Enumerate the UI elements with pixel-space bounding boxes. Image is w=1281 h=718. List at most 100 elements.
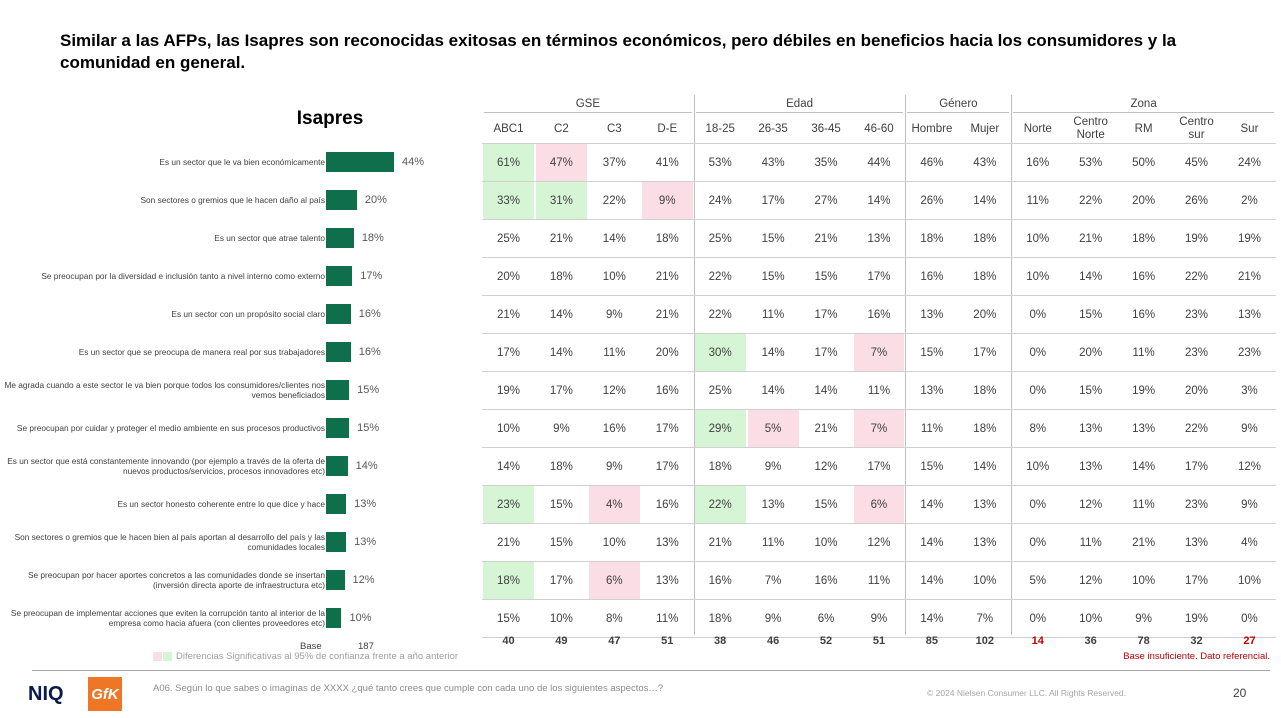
bar <box>326 418 350 438</box>
base-value: 52 <box>819 635 833 647</box>
bar <box>326 608 342 628</box>
question-footnote: A06. Según lo que sabes o imaginas de XX… <box>153 683 664 694</box>
row-divider <box>482 181 1276 182</box>
column-header: 26-35 <box>758 122 788 135</box>
table-cell: 12% <box>867 536 891 549</box>
row-divider <box>482 523 1276 524</box>
table-cell: 14% <box>761 346 785 359</box>
table-cell: 19% <box>1185 232 1209 245</box>
table-cell: 12% <box>1079 574 1103 587</box>
bar-value-label: 15% <box>357 384 380 396</box>
bar-value-label: 10% <box>349 612 372 624</box>
category-label: Son sectores o gremios que le hacen daño… <box>140 195 326 205</box>
table-cell: 23% <box>1185 346 1209 359</box>
bar-value-label: 12% <box>352 574 375 586</box>
base-value: 46 <box>766 635 780 647</box>
column-header: Mujer <box>970 122 1000 135</box>
table-cell: 20% <box>655 346 679 359</box>
table-cell: 15% <box>761 232 785 245</box>
row-divider <box>482 257 1276 258</box>
table-cell: 11% <box>1132 498 1155 511</box>
bar-value-label: 13% <box>354 498 377 510</box>
row-divider <box>482 295 1276 296</box>
table-cell: 23% <box>1185 308 1209 321</box>
table-cell: 18% <box>708 612 732 625</box>
category-label: Es un sector con un propósito social cla… <box>171 309 325 319</box>
table-cell: 10% <box>496 422 520 435</box>
category-label: Se preocupan de implementar acciones que… <box>10 608 325 628</box>
table-cell: 13% <box>1132 422 1156 435</box>
bar <box>326 190 357 210</box>
table-cell: 9% <box>1135 612 1152 625</box>
table-cell: 13% <box>1237 308 1261 321</box>
legend: Diferencias Significativas al 95% de con… <box>153 651 458 662</box>
base-value: 78 <box>1137 635 1150 647</box>
table-cell: 24% <box>1237 156 1261 169</box>
table-cell: 25% <box>496 232 520 245</box>
base-value: 14 <box>1031 635 1044 647</box>
group-header: Género <box>939 98 978 110</box>
table-cell: 11% <box>1026 194 1049 207</box>
bar <box>326 304 351 324</box>
table-cell: 7% <box>853 334 905 371</box>
base-label: Base <box>300 641 322 652</box>
table-cell: 6% <box>853 486 905 523</box>
bar <box>326 152 394 172</box>
table-cell: 29% <box>694 410 746 447</box>
table-cell: 0% <box>1029 384 1047 397</box>
table-cell: 10% <box>602 270 626 283</box>
table-cell: 10% <box>1026 232 1050 245</box>
table-cell: 17% <box>973 346 997 359</box>
row-divider <box>482 371 1276 372</box>
table-cell: 14% <box>973 194 997 207</box>
table-cell: 14% <box>1132 460 1156 473</box>
table-cell: 11% <box>867 384 891 397</box>
group-separator <box>905 95 907 635</box>
table-cell: 21% <box>814 422 838 435</box>
table-cell: 18% <box>973 232 997 245</box>
table-cell: 41% <box>655 156 679 169</box>
chart-title: Isapres <box>296 108 364 129</box>
row-divider <box>482 219 1276 220</box>
table-cell: 13% <box>1079 460 1103 473</box>
bar <box>326 456 348 476</box>
table-cell: 10% <box>549 612 573 625</box>
table-cell: 22% <box>1185 270 1209 283</box>
table-cell: 7% <box>976 612 994 625</box>
table-cell: 17% <box>549 574 573 587</box>
table-cell: 8% <box>606 612 623 625</box>
table-cell: 18% <box>708 460 732 473</box>
table-cell: 14% <box>761 384 785 397</box>
table-cell: 10% <box>1026 460 1050 473</box>
group-header: Zona <box>1130 98 1157 110</box>
bar-value-label: 14% <box>355 460 378 472</box>
table-cell: 37% <box>602 156 626 169</box>
table-cell: 13% <box>761 498 785 511</box>
column-header: ABC1 <box>493 122 524 135</box>
table-cell: 22% <box>694 486 746 523</box>
base-value: 32 <box>1190 635 1203 647</box>
table-cell: 15% <box>496 612 520 625</box>
table-cell: 14% <box>602 232 626 245</box>
table-cell: 14% <box>973 460 997 473</box>
table-cell: 15% <box>920 346 944 359</box>
table-cell: 17% <box>549 384 573 397</box>
column-header: C3 <box>606 122 622 135</box>
table-cell: 10% <box>602 536 626 549</box>
bar-value-label: 17% <box>360 270 383 282</box>
table-cell: 25% <box>708 232 732 245</box>
table-cell: 16% <box>920 270 944 283</box>
bar <box>326 532 347 552</box>
column-header: D-E <box>657 122 678 135</box>
column-header: 36-45 <box>811 122 841 135</box>
table-cell: 14% <box>1079 270 1103 283</box>
column-header: Centro Norte <box>1073 116 1108 141</box>
column-header: C2 <box>554 122 569 135</box>
bar-value-label: 15% <box>357 422 380 434</box>
group-underline <box>907 112 1010 113</box>
footer-divider <box>32 670 1270 671</box>
row-divider <box>482 599 1276 600</box>
table-cell: 9% <box>606 460 623 473</box>
table-cell: 20% <box>496 270 520 283</box>
table-cell: 0% <box>1029 346 1047 359</box>
